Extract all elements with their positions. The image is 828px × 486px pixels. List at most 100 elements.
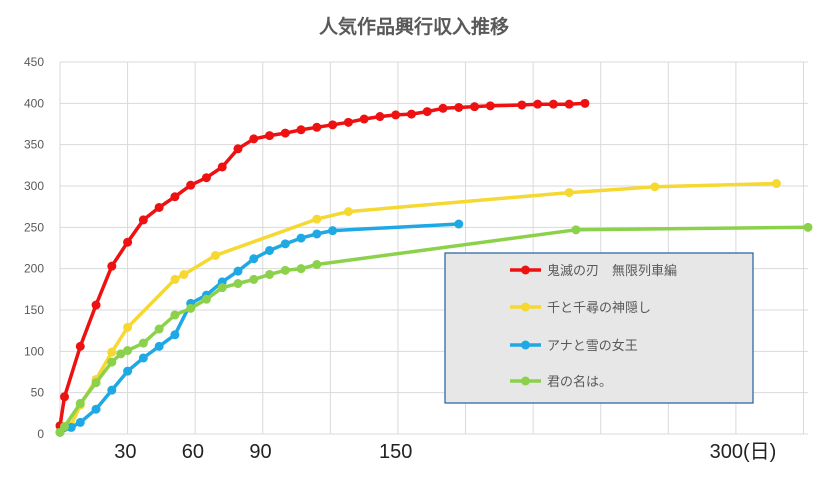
x-tick-label: 30 xyxy=(114,441,136,463)
data-point xyxy=(138,353,148,363)
data-point xyxy=(60,422,70,432)
legend-item: 千と千尋の神隠し xyxy=(510,301,651,316)
data-point xyxy=(564,99,574,109)
y-tick-label: 350 xyxy=(24,138,44,152)
data-point xyxy=(217,283,227,293)
data-point xyxy=(201,294,211,304)
y-tick-label: 250 xyxy=(24,220,44,234)
data-point xyxy=(154,324,164,334)
data-point xyxy=(91,378,101,388)
series-3 xyxy=(55,222,813,437)
data-point xyxy=(107,261,117,271)
data-point xyxy=(170,310,180,320)
y-tick-label: 400 xyxy=(24,96,44,110)
data-point xyxy=(375,112,385,122)
data-point xyxy=(249,134,259,144)
data-point xyxy=(66,422,76,432)
data-point xyxy=(548,99,558,109)
data-point xyxy=(233,279,243,289)
legend-swatch-marker xyxy=(521,302,530,312)
legend-item: 鬼滅の刃 無限列車編 xyxy=(510,263,677,279)
data-point xyxy=(138,338,148,348)
data-point xyxy=(116,349,126,359)
legend-item: 君の名は。 xyxy=(510,374,612,390)
series-group xyxy=(55,98,813,437)
y-tick-label: 450 xyxy=(24,55,44,69)
y-tick-label: 150 xyxy=(24,303,44,317)
data-point xyxy=(517,100,527,110)
x-tick-labels: 30 60 90 150 300(日) xyxy=(114,441,776,463)
data-point xyxy=(406,109,416,119)
data-point xyxy=(265,131,275,141)
data-point xyxy=(170,274,180,284)
data-point xyxy=(328,226,338,236)
data-point xyxy=(75,398,85,408)
data-point xyxy=(280,265,290,275)
data-point xyxy=(280,128,290,138)
data-point xyxy=(123,366,133,376)
x-tick-label: 60 xyxy=(182,441,204,463)
data-point xyxy=(771,179,781,189)
data-point xyxy=(138,215,148,225)
data-point xyxy=(170,192,180,202)
data-point xyxy=(107,347,117,357)
data-point xyxy=(803,222,813,232)
y-tick-labels: 0 50 100 150 200 250 300 350 400 450 xyxy=(24,55,44,441)
data-point xyxy=(75,341,85,351)
data-point xyxy=(485,101,495,111)
data-point xyxy=(107,385,117,395)
legend-label: 君の名は。 xyxy=(547,374,612,390)
data-point xyxy=(123,322,133,332)
data-point xyxy=(233,144,243,154)
data-point xyxy=(249,254,259,264)
data-point xyxy=(454,219,464,229)
data-point xyxy=(533,99,543,109)
data-point xyxy=(154,341,164,351)
data-point xyxy=(201,173,211,183)
data-point xyxy=(312,260,322,270)
data-point xyxy=(107,357,117,367)
y-tick-label: 200 xyxy=(24,262,44,276)
data-point xyxy=(186,303,196,313)
y-tick-label: 50 xyxy=(31,386,45,400)
data-point xyxy=(60,392,70,402)
data-point xyxy=(571,225,581,235)
legend-swatch-marker xyxy=(521,376,530,386)
data-point xyxy=(265,269,275,279)
grid xyxy=(59,61,808,435)
legend-swatch-marker xyxy=(521,265,530,275)
y-tick-label: 100 xyxy=(24,344,44,358)
legend-box xyxy=(444,252,754,404)
data-point xyxy=(328,120,338,130)
data-point xyxy=(210,250,220,260)
data-point xyxy=(123,346,133,356)
data-point xyxy=(179,269,189,279)
data-point xyxy=(75,417,85,427)
data-point xyxy=(217,162,227,172)
legend-label: 鬼滅の刃 無限列車編 xyxy=(547,263,677,279)
data-point xyxy=(343,117,353,127)
x-tick-label: 300(日) xyxy=(710,441,777,463)
data-point xyxy=(91,404,101,414)
data-point xyxy=(280,239,290,249)
data-point xyxy=(454,102,464,112)
data-point xyxy=(265,245,275,255)
data-point xyxy=(580,98,590,108)
data-point xyxy=(312,229,322,239)
data-point xyxy=(312,122,322,132)
data-point xyxy=(233,266,243,276)
data-point xyxy=(422,107,432,117)
data-point xyxy=(391,110,401,120)
x-tick-label: 90 xyxy=(249,441,271,463)
y-tick-label: 0 xyxy=(37,427,44,441)
data-point xyxy=(470,102,480,112)
data-point xyxy=(343,207,353,217)
data-point xyxy=(249,274,259,284)
legend-label: 千と千尋の神隠し xyxy=(547,301,651,316)
data-point xyxy=(438,103,448,113)
legend-item: アナと雪の女王 xyxy=(510,338,638,354)
data-point xyxy=(91,300,101,310)
data-point xyxy=(170,330,180,340)
data-point xyxy=(359,114,369,124)
